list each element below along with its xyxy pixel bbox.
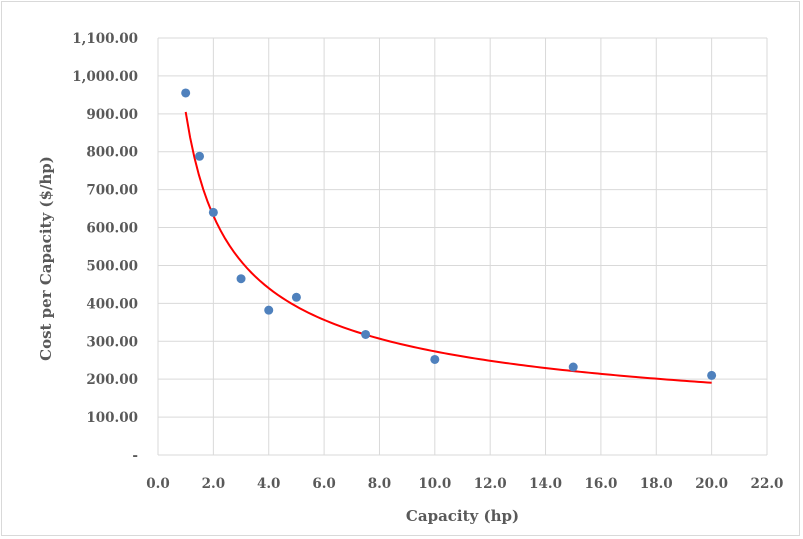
data-point [361,329,371,339]
data-points [181,88,717,380]
power-trendline [184,111,712,384]
x-tick-label: 20.0 [695,476,728,492]
x-tick-label: 16.0 [584,476,617,492]
data-point [707,370,717,380]
data-point [291,292,301,302]
y-tick-label: 800.00 [86,145,138,161]
x-tick-label: 14.0 [529,476,562,492]
x-tick-label: 10.0 [418,476,451,492]
y-tick-label: 500.00 [86,258,138,274]
y-tick-label: 300.00 [86,334,138,350]
x-tick-label: 8.0 [368,476,392,492]
data-point [568,362,578,372]
y-axis-title: Cost per Capacity ($/hp) [37,156,55,361]
data-point [195,151,205,161]
y-tick-label: 400.00 [86,296,138,312]
x-tick-label: 12.0 [474,476,507,492]
y-axis-tick-labels: - 100.00 200.00 300.00 400.00 500.00 600.00 700… [72,31,138,464]
data-point [264,305,274,315]
x-tick-label: 6.0 [312,476,336,492]
y-tick-label: 700.00 [86,183,138,199]
x-tick-label: 22.0 [751,476,784,492]
y-tick-label: 200.00 [86,372,138,388]
y-tick-label: 600.00 [86,221,138,237]
x-tick-label: 4.0 [257,476,281,492]
x-tick-label: 0.0 [146,476,170,492]
x-axis-title: Capacity (hp) [406,507,519,525]
data-point [430,354,440,364]
y-tick-label: 900.00 [86,107,138,123]
y-tick-label: 100.00 [86,410,138,426]
x-axis-tick-labels: 0.0 2.0 4.0 6.0 8.0 10.0 12.0 14.0 16.0 18.0 20.0 2… [146,476,783,492]
data-point [208,207,218,217]
data-point [236,274,246,284]
y-tick-label: - [132,448,138,464]
gridlines [157,37,768,456]
data-point [181,88,191,98]
y-tick-label: 1,100.00 [72,31,138,47]
x-tick-label: 18.0 [640,476,673,492]
y-tick-label: 1,000.00 [72,69,138,85]
x-tick-label: 2.0 [202,476,226,492]
